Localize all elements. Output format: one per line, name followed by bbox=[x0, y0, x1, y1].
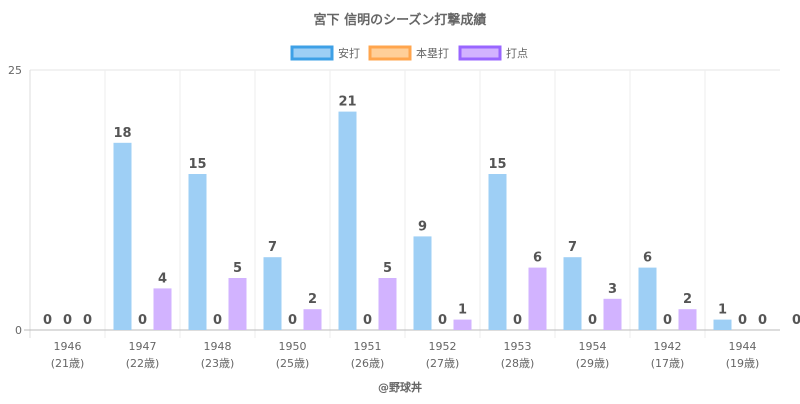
bar-value-label: 0 bbox=[63, 313, 72, 328]
x-tick-age: (27歳) bbox=[426, 357, 460, 370]
bar-value-label-edge: 0 bbox=[792, 313, 800, 328]
bar-rbi bbox=[453, 319, 472, 330]
x-tick-age: (17歳) bbox=[651, 357, 685, 370]
legend-swatch-rbi bbox=[458, 45, 502, 61]
bar-value-label: 0 bbox=[43, 313, 52, 328]
bar-hits bbox=[563, 257, 582, 330]
x-tick-age: (21歳) bbox=[51, 357, 85, 370]
x-tick-year: 1950 bbox=[279, 340, 307, 353]
chart-title: 宮下 信明のシーズン打撃成績 bbox=[314, 12, 487, 28]
legend-swatch-homeruns bbox=[368, 45, 412, 61]
bar-hits bbox=[713, 319, 732, 330]
bar-value-label: 15 bbox=[488, 157, 506, 172]
bar-value-label: 0 bbox=[758, 313, 767, 328]
chart-bars bbox=[113, 111, 732, 330]
bar-value-label: 0 bbox=[588, 313, 597, 328]
y-tick-label: 0 bbox=[15, 324, 22, 337]
bar-value-label: 18 bbox=[113, 126, 131, 141]
bar-value-label: 7 bbox=[268, 240, 277, 255]
bar-rbi bbox=[678, 309, 697, 330]
bar-value-label: 0 bbox=[663, 313, 672, 328]
x-tick-age: (25歳) bbox=[276, 357, 310, 370]
legend-swatch-hits bbox=[290, 45, 334, 61]
x-tick-year: 1944 bbox=[729, 340, 757, 353]
bar-rbi bbox=[303, 309, 322, 330]
x-tick-age: (19歳) bbox=[726, 357, 760, 370]
x-tick-year: 1952 bbox=[429, 340, 457, 353]
x-axis: 1946 (21歳) 1947 (22歳) 1948 (23歳) 1950 (25歳) 1951… bbox=[51, 340, 760, 370]
credit-label: @野球丼 bbox=[378, 380, 422, 394]
legend-label: 本塁打 bbox=[416, 46, 449, 60]
bar-value-label: 3 bbox=[608, 282, 617, 297]
bar-value-label: 6 bbox=[643, 251, 652, 266]
x-tick-age: (28歳) bbox=[501, 357, 535, 370]
x-tick-year: 1946 bbox=[54, 340, 82, 353]
bar-hits bbox=[488, 174, 507, 330]
bar-value-label: 6 bbox=[533, 251, 542, 266]
x-tick-year: 1951 bbox=[354, 340, 382, 353]
bar-value-label: 0 bbox=[738, 313, 747, 328]
bar-hits bbox=[263, 257, 282, 330]
bar-hits bbox=[188, 174, 207, 330]
x-tick-year: 1954 bbox=[579, 340, 607, 353]
bar-value-label: 2 bbox=[683, 292, 692, 307]
legend-label: 打点 bbox=[506, 46, 528, 60]
x-tick-age: (26歳) bbox=[351, 357, 385, 370]
bar-value-label: 2 bbox=[308, 292, 317, 307]
legend-label: 安打 bbox=[338, 46, 360, 60]
bar-value-label: 1 bbox=[458, 303, 467, 318]
chart-legend: 安打 本塁打 打点 bbox=[290, 45, 528, 61]
x-tick-year: 1942 bbox=[654, 340, 682, 353]
bar-value-label: 0 bbox=[513, 313, 522, 328]
bar-rbi bbox=[228, 278, 247, 330]
x-tick-year: 1947 bbox=[129, 340, 157, 353]
bar-rbi bbox=[603, 298, 622, 330]
x-tick-age: (23歳) bbox=[201, 357, 235, 370]
bar-value-label: 5 bbox=[233, 261, 242, 276]
y-tick-label: 25 bbox=[8, 64, 22, 77]
chart-grid bbox=[24, 69, 780, 338]
bar-value-label: 7 bbox=[568, 240, 577, 255]
x-tick-year: 1948 bbox=[204, 340, 232, 353]
bar-value-label: 5 bbox=[383, 261, 392, 276]
bar-value-label: 9 bbox=[418, 219, 427, 234]
bar-value-label: 0 bbox=[438, 313, 447, 328]
bar-hits bbox=[113, 142, 132, 330]
bar-value-label: 0 bbox=[213, 313, 222, 328]
bar-value-label: 0 bbox=[138, 313, 147, 328]
y-axis: 0 25 bbox=[8, 64, 22, 337]
bar-hits bbox=[413, 236, 432, 330]
bar-rbi bbox=[378, 278, 397, 330]
bar-value-label: 0 bbox=[288, 313, 297, 328]
bar-rbi bbox=[153, 288, 172, 330]
bar-value-label: 4 bbox=[158, 271, 167, 286]
bar-value-label: 0 bbox=[83, 313, 92, 328]
x-tick-age: (22歳) bbox=[126, 357, 160, 370]
bar-value-label: 15 bbox=[188, 157, 206, 172]
x-tick-year: 1953 bbox=[504, 340, 532, 353]
bar-value-label: 0 bbox=[363, 313, 372, 328]
bar-value-label: 21 bbox=[338, 95, 356, 110]
x-tick-age: (29歳) bbox=[576, 357, 610, 370]
bar-rbi bbox=[528, 267, 547, 330]
bar-value-label: 1 bbox=[718, 303, 727, 318]
bar-hits bbox=[338, 111, 357, 330]
bar-hits bbox=[638, 267, 657, 330]
